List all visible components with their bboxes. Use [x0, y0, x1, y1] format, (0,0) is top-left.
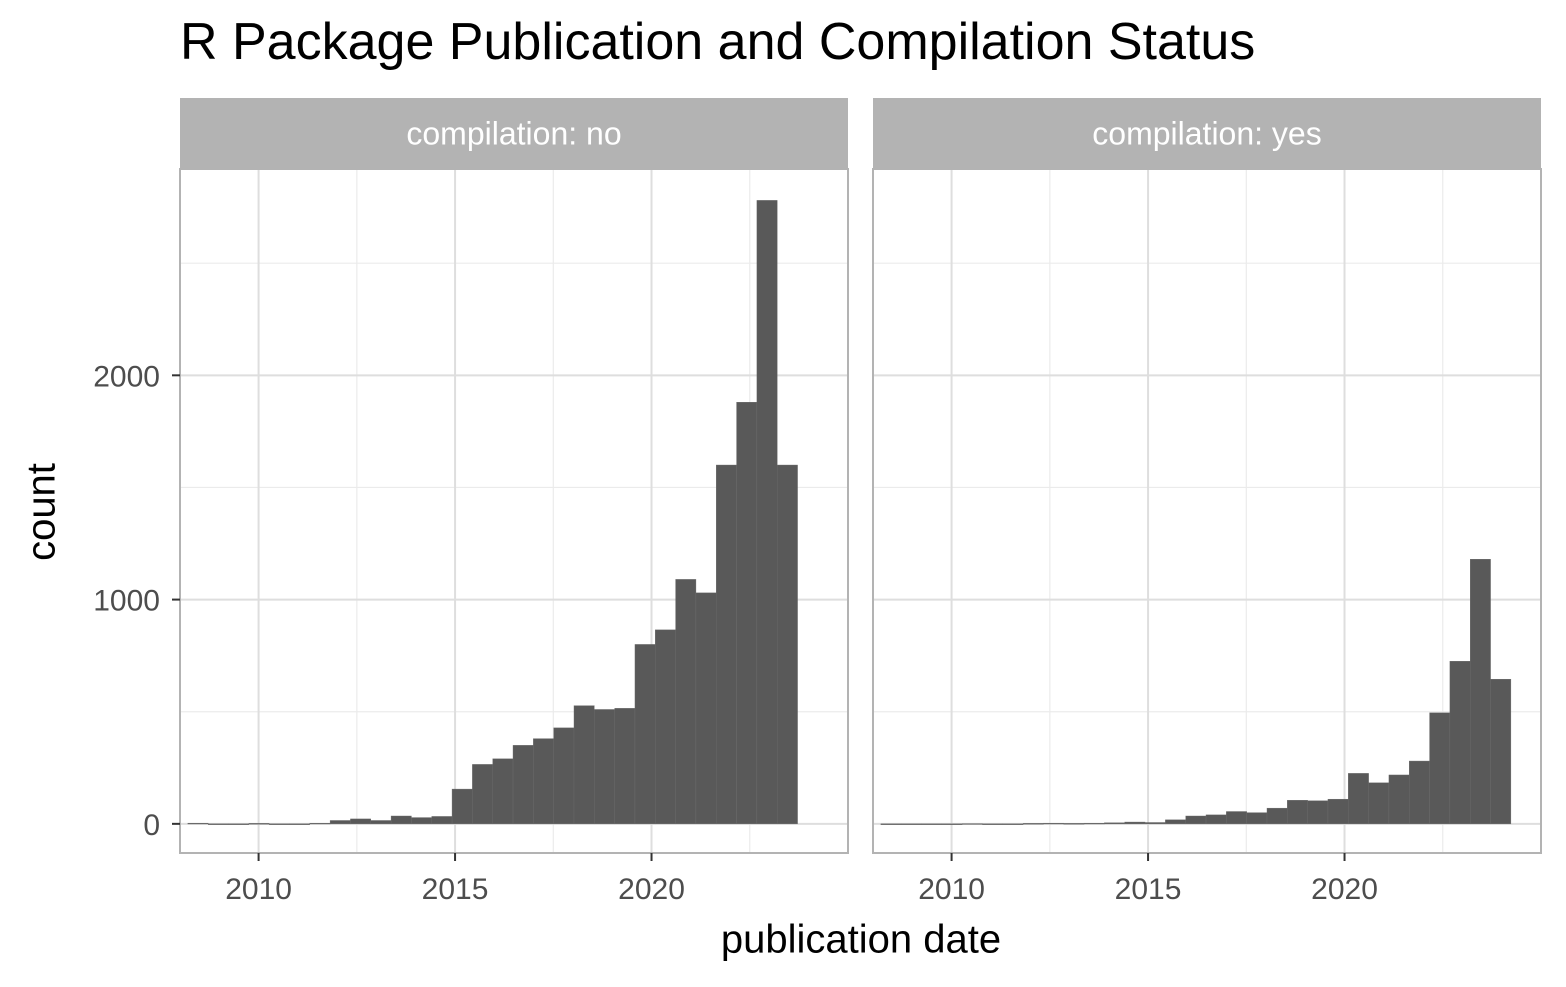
x-axis-label: publication date: [720, 917, 1002, 962]
histogram-bar: [1266, 807, 1288, 825]
chart-title: R Package Publication and Compilation St…: [180, 13, 1256, 71]
histogram-bar: [695, 592, 717, 825]
histogram-bar: [1043, 822, 1064, 825]
histogram-bar: [1002, 823, 1024, 825]
histogram-bar: [982, 823, 1003, 825]
histogram-bar: [492, 758, 514, 825]
histogram-bar: [736, 402, 758, 825]
histogram-bar: [1226, 811, 1247, 825]
histogram-bar: [228, 823, 250, 825]
histogram-bar: [941, 823, 963, 825]
histogram-bar: [880, 823, 902, 825]
histogram-bar: [1083, 822, 1105, 825]
histogram-bar: [1409, 760, 1430, 825]
histogram-bar: [512, 745, 534, 825]
histogram-bar: [1348, 773, 1369, 825]
histogram-bar: [1307, 800, 1329, 825]
histogram-bar: [1165, 819, 1186, 825]
x-tick-label: 2020: [618, 873, 685, 906]
histogram-bar: [207, 823, 229, 825]
facet-strip-label: compilation: yes: [1092, 116, 1321, 152]
histogram-bar: [961, 823, 983, 825]
histogram-bar: [187, 822, 209, 825]
y-tick-label: 1000: [93, 585, 160, 618]
x-tick-label: 2015: [422, 873, 489, 906]
histogram-bar: [431, 816, 453, 825]
histogram-bar: [350, 818, 371, 825]
x-tick-label: 2010: [918, 873, 985, 906]
histogram-bar: [756, 200, 778, 825]
facet-strip: [873, 98, 1541, 169]
histogram-bar: [1490, 678, 1512, 825]
histogram-bar: [472, 764, 493, 825]
histogram-bar: [716, 464, 737, 825]
histogram-bar: [553, 727, 575, 825]
histogram-bar: [1368, 782, 1390, 825]
histogram-bar: [248, 823, 270, 825]
histogram-bar: [1185, 815, 1207, 825]
histogram-bar: [1063, 823, 1085, 825]
histogram-bar: [655, 629, 676, 825]
x-tick-label: 2020: [1311, 873, 1378, 906]
histogram-bar: [411, 817, 432, 825]
histogram-bar: [289, 823, 310, 825]
histogram-bar: [1287, 800, 1308, 825]
histogram-bar: [390, 815, 412, 825]
histogram-bar: [309, 822, 331, 825]
histogram-bar: [1429, 712, 1451, 825]
histogram-bar: [1246, 812, 1268, 825]
histogram-bar: [1388, 774, 1410, 825]
facet-strip-label: compilation: no: [406, 116, 621, 152]
histogram-bar: [451, 788, 473, 825]
y-tick-label: 2000: [93, 360, 160, 393]
histogram-bar: [1022, 823, 1044, 825]
x-tick-label: 2015: [1115, 873, 1182, 906]
histogram-bar: [573, 705, 595, 825]
histogram-bar: [777, 464, 798, 825]
histogram-bar: [370, 820, 392, 825]
histogram-bar: [1124, 821, 1146, 825]
histogram-bar: [1327, 798, 1349, 825]
histogram-bar: [533, 738, 554, 825]
histogram-bar: [900, 823, 922, 825]
x-tick-label: 2010: [225, 873, 292, 906]
histogram-bar: [1449, 661, 1471, 825]
histogram-bar: [1205, 814, 1227, 825]
histogram-bar: [1470, 559, 1491, 825]
facet-strip: [180, 98, 848, 169]
histogram-bar: [614, 708, 636, 825]
histogram-bar: [675, 579, 697, 825]
histogram-bar: [1104, 822, 1125, 825]
histogram-bar: [634, 644, 656, 825]
histogram-bar: [921, 823, 943, 825]
histogram-bar: [1144, 822, 1166, 825]
histogram-bar: [329, 820, 351, 825]
histogram-bar: [594, 709, 615, 825]
histogram-bar: [268, 823, 290, 825]
y-tick-label: 0: [143, 809, 160, 842]
